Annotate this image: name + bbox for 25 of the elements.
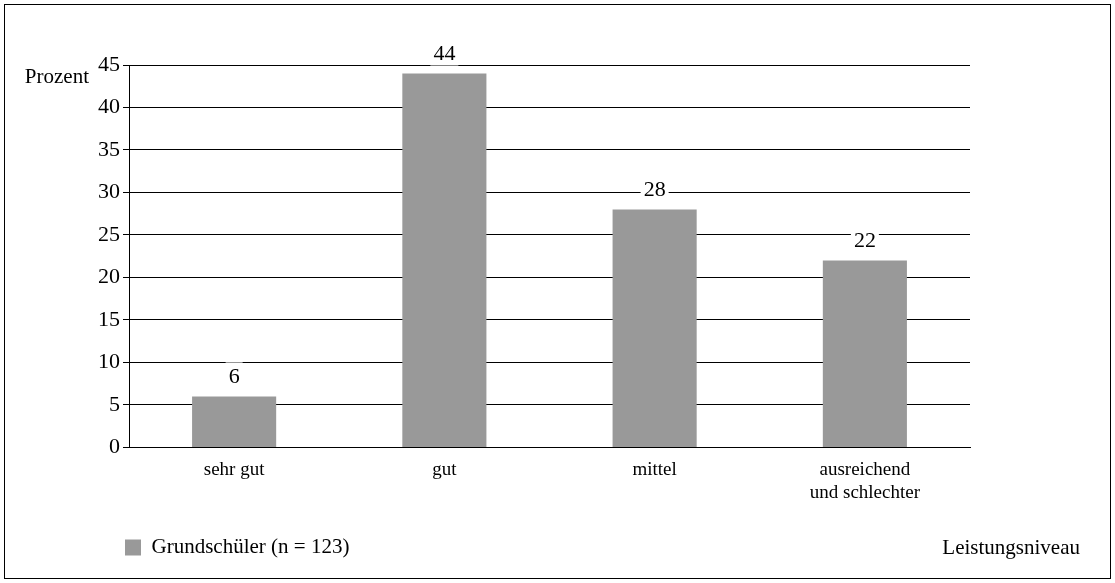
y-tick-label: 10 xyxy=(98,348,120,374)
bar xyxy=(612,209,697,447)
y-tick-label: 15 xyxy=(98,305,120,331)
y-tick-label: 35 xyxy=(98,135,120,161)
data-label: 28 xyxy=(643,176,666,202)
x-tick-label: gut xyxy=(432,457,458,479)
y-tick-label: 0 xyxy=(109,433,120,459)
y-tick-label: 25 xyxy=(98,220,120,246)
x-tick-label: mittel xyxy=(632,457,677,479)
data-label: 44 xyxy=(433,40,456,66)
legend-label: Grundschüler (n = 123) xyxy=(151,534,350,559)
data-label: 6 xyxy=(228,363,240,389)
y-tick-label: 40 xyxy=(98,93,120,119)
x-tick-label: ausreichend und schlechter xyxy=(809,457,921,502)
x-tick-label: sehr gut xyxy=(203,457,266,479)
y-tick-label: 20 xyxy=(98,263,120,289)
bar xyxy=(822,260,907,447)
bar xyxy=(402,73,487,447)
data-label: 22 xyxy=(853,227,876,253)
y-tick-label: 45 xyxy=(98,50,120,76)
y-tick-label: 5 xyxy=(109,390,120,416)
bar xyxy=(192,396,277,447)
y-axis-title: Prozent xyxy=(24,63,90,88)
y-tick-label: 30 xyxy=(98,178,120,204)
x-axis-title: Leistungsniveau xyxy=(942,534,1081,559)
